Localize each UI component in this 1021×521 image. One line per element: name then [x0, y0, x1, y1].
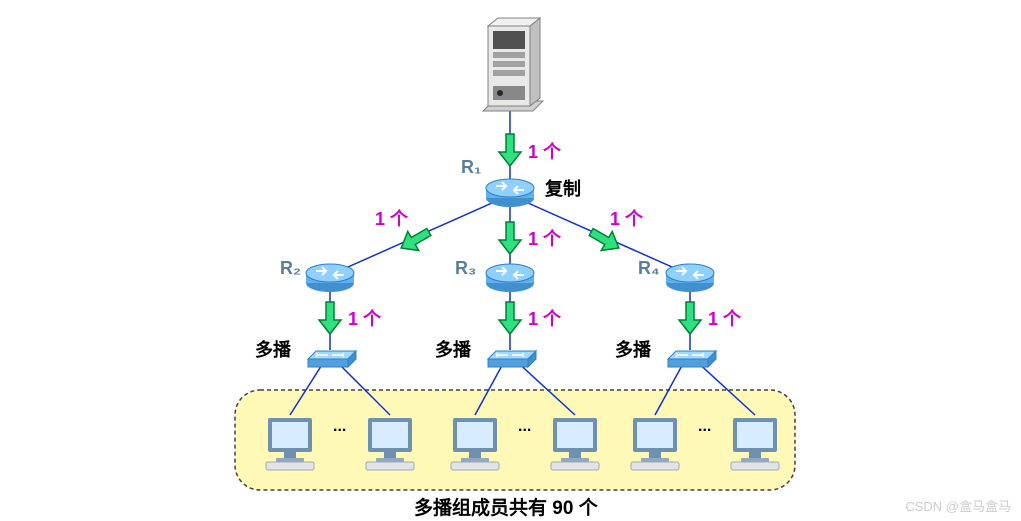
- edge-sw2-pc3: [475, 360, 505, 415]
- pc-6: [731, 418, 779, 470]
- count-r4-sw3: 1 个: [708, 305, 741, 331]
- edge-sw1-pc2: [335, 360, 390, 415]
- pc-5: [631, 418, 679, 470]
- label-multicast-2: 多播: [435, 336, 471, 362]
- server-icon: [478, 16, 548, 121]
- count-r1-r2: 1 个: [375, 205, 408, 231]
- multicast-group-box: [235, 390, 795, 490]
- switch-1: [308, 351, 356, 367]
- pc-4: [551, 418, 599, 470]
- edge-sw1-pc1: [290, 360, 325, 415]
- pc-1: [266, 418, 314, 470]
- arrow-r2-sw1: [319, 302, 341, 334]
- count-server-r1: 1 个: [528, 138, 561, 164]
- label-multicast-1: 多播: [255, 336, 291, 362]
- count-r3-sw2: 1 个: [528, 305, 561, 331]
- ellipsis-1: ...: [333, 418, 346, 436]
- router-r3: [486, 264, 534, 292]
- diagram-canvas: R₁ R₂ R₃ R₄ 复制 1 个 1 个 1 个 1 个 1 个 1 个 1…: [0, 0, 1021, 521]
- label-r3: R₃: [455, 258, 476, 279]
- arrow-r4-sw3: [679, 302, 701, 334]
- ellipsis-3: ...: [698, 418, 711, 436]
- router-r1: [486, 179, 534, 207]
- edge-sw3-pc6: [695, 360, 755, 415]
- ellipsis-2: ...: [518, 418, 531, 436]
- edge-r1-r2: [330, 195, 510, 275]
- watermark: CSDN @盒马盒马: [905, 496, 1011, 515]
- switch-3: [668, 351, 716, 367]
- label-copy: 复制: [545, 175, 581, 201]
- label-multicast-3: 多播: [615, 336, 651, 362]
- arrow-r3-sw2: [499, 302, 521, 334]
- router-r4: [666, 264, 714, 292]
- count-r1-r3: 1 个: [528, 225, 561, 251]
- label-r2: R₂: [280, 258, 301, 279]
- pc-2: [366, 418, 414, 470]
- edge-sw3-pc5: [655, 360, 685, 415]
- router-r2: [306, 264, 354, 292]
- count-r1-r4: 1 个: [610, 205, 643, 231]
- label-r4: R₄: [638, 258, 660, 279]
- count-r2-sw1: 1 个: [348, 305, 381, 331]
- pc-3: [451, 418, 499, 470]
- arrow-server-r1: [499, 134, 521, 166]
- edge-sw2-pc4: [515, 360, 575, 415]
- label-r1: R₁: [461, 157, 481, 178]
- switch-2: [488, 351, 536, 367]
- arrow-r1-r3: [499, 222, 521, 254]
- caption: 多播组成员共有 90 个: [414, 493, 598, 520]
